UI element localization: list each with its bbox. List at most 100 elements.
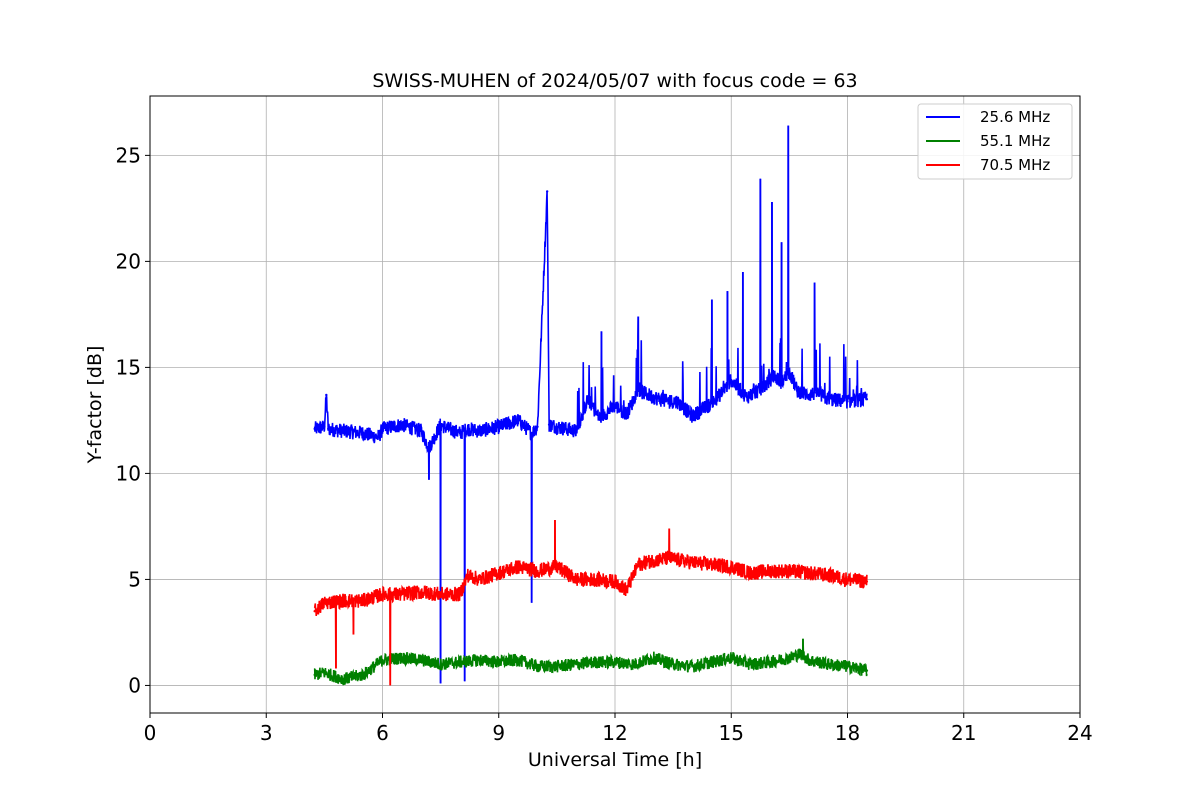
data-point [323, 425, 326, 428]
data-point [675, 400, 679, 403]
y-tick-label: 15 [116, 355, 141, 379]
data-point [516, 565, 520, 568]
data-point [799, 652, 803, 655]
chart-title: SWISS-MUHEN of 2024/05/07 with focus cod… [372, 70, 857, 92]
y-tick-label: 5 [128, 567, 141, 591]
data-point [478, 658, 481, 662]
y-axis-label: Y-factor [dB] [84, 346, 106, 465]
series-1 [313, 125, 869, 684]
x-tick-label: 3 [260, 721, 273, 745]
x-tick-label: 18 [835, 721, 860, 745]
data-point [788, 656, 791, 660]
data-point [815, 391, 818, 395]
data-point [652, 395, 655, 399]
data-point [458, 593, 462, 596]
data-point [749, 663, 752, 666]
data-point [575, 663, 578, 666]
legend-box [917, 103, 1073, 180]
data-point [466, 427, 469, 431]
data-point [664, 400, 667, 403]
data-point [439, 663, 442, 666]
data-point [865, 397, 869, 401]
data-point [768, 660, 772, 664]
series-line [313, 638, 868, 686]
y-tick-label: 25 [116, 143, 141, 167]
data-point [381, 658, 384, 662]
data-point [313, 610, 316, 613]
data-point [420, 658, 423, 662]
legend: 25.6 MHz 55.1 MHz 70.5 MHz [917, 103, 1073, 180]
y-tick-label: 0 [128, 673, 141, 697]
x-tick-label: 24 [1067, 721, 1092, 745]
legend-label: 25.6 MHz [980, 108, 1050, 126]
x-tick-label: 12 [602, 721, 627, 745]
data-point [865, 580, 869, 583]
data-point [555, 425, 559, 428]
data-point [633, 663, 636, 666]
data-point [730, 378, 733, 382]
data-point [745, 395, 748, 399]
data-point [722, 389, 725, 392]
data-point [342, 429, 345, 433]
legend-label: 70.5 MHz [980, 156, 1050, 174]
data-point [598, 417, 601, 420]
data-point [807, 393, 810, 397]
legend-label: 55.1 MHz [980, 132, 1050, 150]
data-point [768, 569, 772, 573]
data-point [555, 565, 559, 568]
x-tick-label: 15 [719, 721, 744, 745]
data-point [458, 431, 462, 435]
data-point [625, 588, 628, 592]
plot-area [313, 125, 869, 686]
data-point [594, 578, 597, 581]
data-point [323, 601, 326, 604]
data-point [691, 414, 694, 418]
series-3 [313, 520, 869, 686]
data-point [420, 590, 423, 594]
data-point [671, 663, 675, 666]
data-point [536, 425, 539, 428]
data-point [749, 571, 752, 575]
data-point [826, 397, 830, 401]
data-point [377, 436, 380, 439]
data-point [536, 665, 539, 668]
data-point [772, 374, 776, 378]
data-point [710, 563, 714, 566]
data-point [826, 573, 830, 577]
data-point [730, 656, 733, 660]
data-point [466, 573, 469, 577]
data-point [594, 660, 597, 664]
data-point [586, 397, 590, 401]
data-point [458, 660, 462, 664]
data-point [795, 389, 799, 392]
data-point [497, 571, 500, 575]
data-point [613, 660, 617, 664]
y-tick-label: 10 [116, 461, 141, 485]
data-point [846, 665, 849, 668]
data-point [652, 656, 655, 660]
data-point [325, 393, 328, 397]
data-point [625, 412, 628, 416]
data-point [381, 427, 384, 431]
data-point [846, 400, 849, 403]
data-point [575, 578, 578, 581]
x-tick-label: 0 [144, 721, 157, 745]
y-tick-label: 20 [116, 249, 141, 273]
data-point [807, 571, 810, 575]
data-point [710, 660, 714, 664]
data-point [637, 563, 640, 566]
data-point [497, 660, 500, 664]
data-point [613, 404, 617, 407]
data-point [313, 673, 316, 677]
data-point [788, 569, 791, 573]
data-point [478, 429, 481, 433]
data-point [807, 658, 810, 662]
data-point [497, 425, 500, 428]
data-point [545, 190, 549, 193]
data-point [400, 656, 404, 660]
data-point [381, 593, 384, 596]
data-point [439, 593, 442, 596]
data-point [327, 427, 330, 431]
data-point [313, 427, 316, 431]
